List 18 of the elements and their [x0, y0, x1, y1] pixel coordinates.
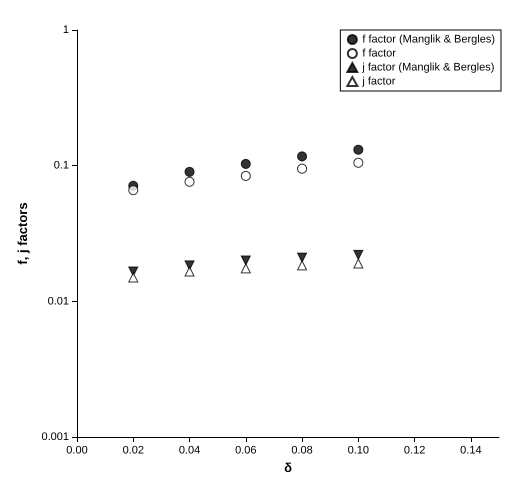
x-tick-label: 0.06 — [235, 444, 257, 456]
x-tick-label: 0.04 — [178, 444, 200, 456]
x-tick-label: 0.12 — [404, 444, 426, 456]
x-tick-label: 0.08 — [291, 444, 313, 456]
x-tick-label: 0.10 — [348, 444, 370, 456]
y-tick-label: 0.01 — [48, 295, 69, 308]
x-tick-label: 0.00 — [66, 444, 88, 456]
legend-label: f factor — [362, 48, 396, 60]
x-tick-label: 0.14 — [460, 444, 482, 456]
legend-label: f factor (Manglik & Bergles) — [362, 34, 495, 46]
y-tick-label: 0.001 — [41, 431, 69, 443]
legend-label: j factor — [361, 76, 396, 88]
y-tick-label: 0.1 — [54, 160, 69, 172]
y-tick-label: 1 — [62, 24, 69, 36]
y-axis-title: f, j factors — [15, 202, 30, 265]
x-tick-label: 0.02 — [122, 444, 144, 456]
x-axis-title: δ — [284, 460, 292, 475]
legend-label: j factor (Manglik & Bergles) — [361, 62, 494, 74]
